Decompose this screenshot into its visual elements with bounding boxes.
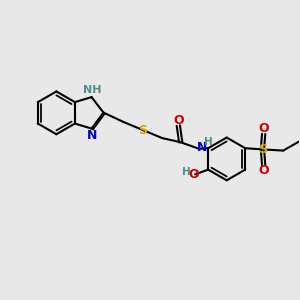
Text: S: S (258, 143, 267, 156)
Text: H: H (182, 167, 190, 177)
Text: H: H (204, 137, 212, 147)
Text: O: O (188, 169, 199, 182)
Text: O: O (258, 122, 269, 135)
Text: N: N (197, 140, 207, 154)
Text: O: O (258, 164, 269, 177)
Text: S: S (139, 124, 148, 136)
Text: N: N (87, 129, 97, 142)
Text: NH: NH (82, 85, 101, 95)
Text: O: O (173, 114, 184, 127)
